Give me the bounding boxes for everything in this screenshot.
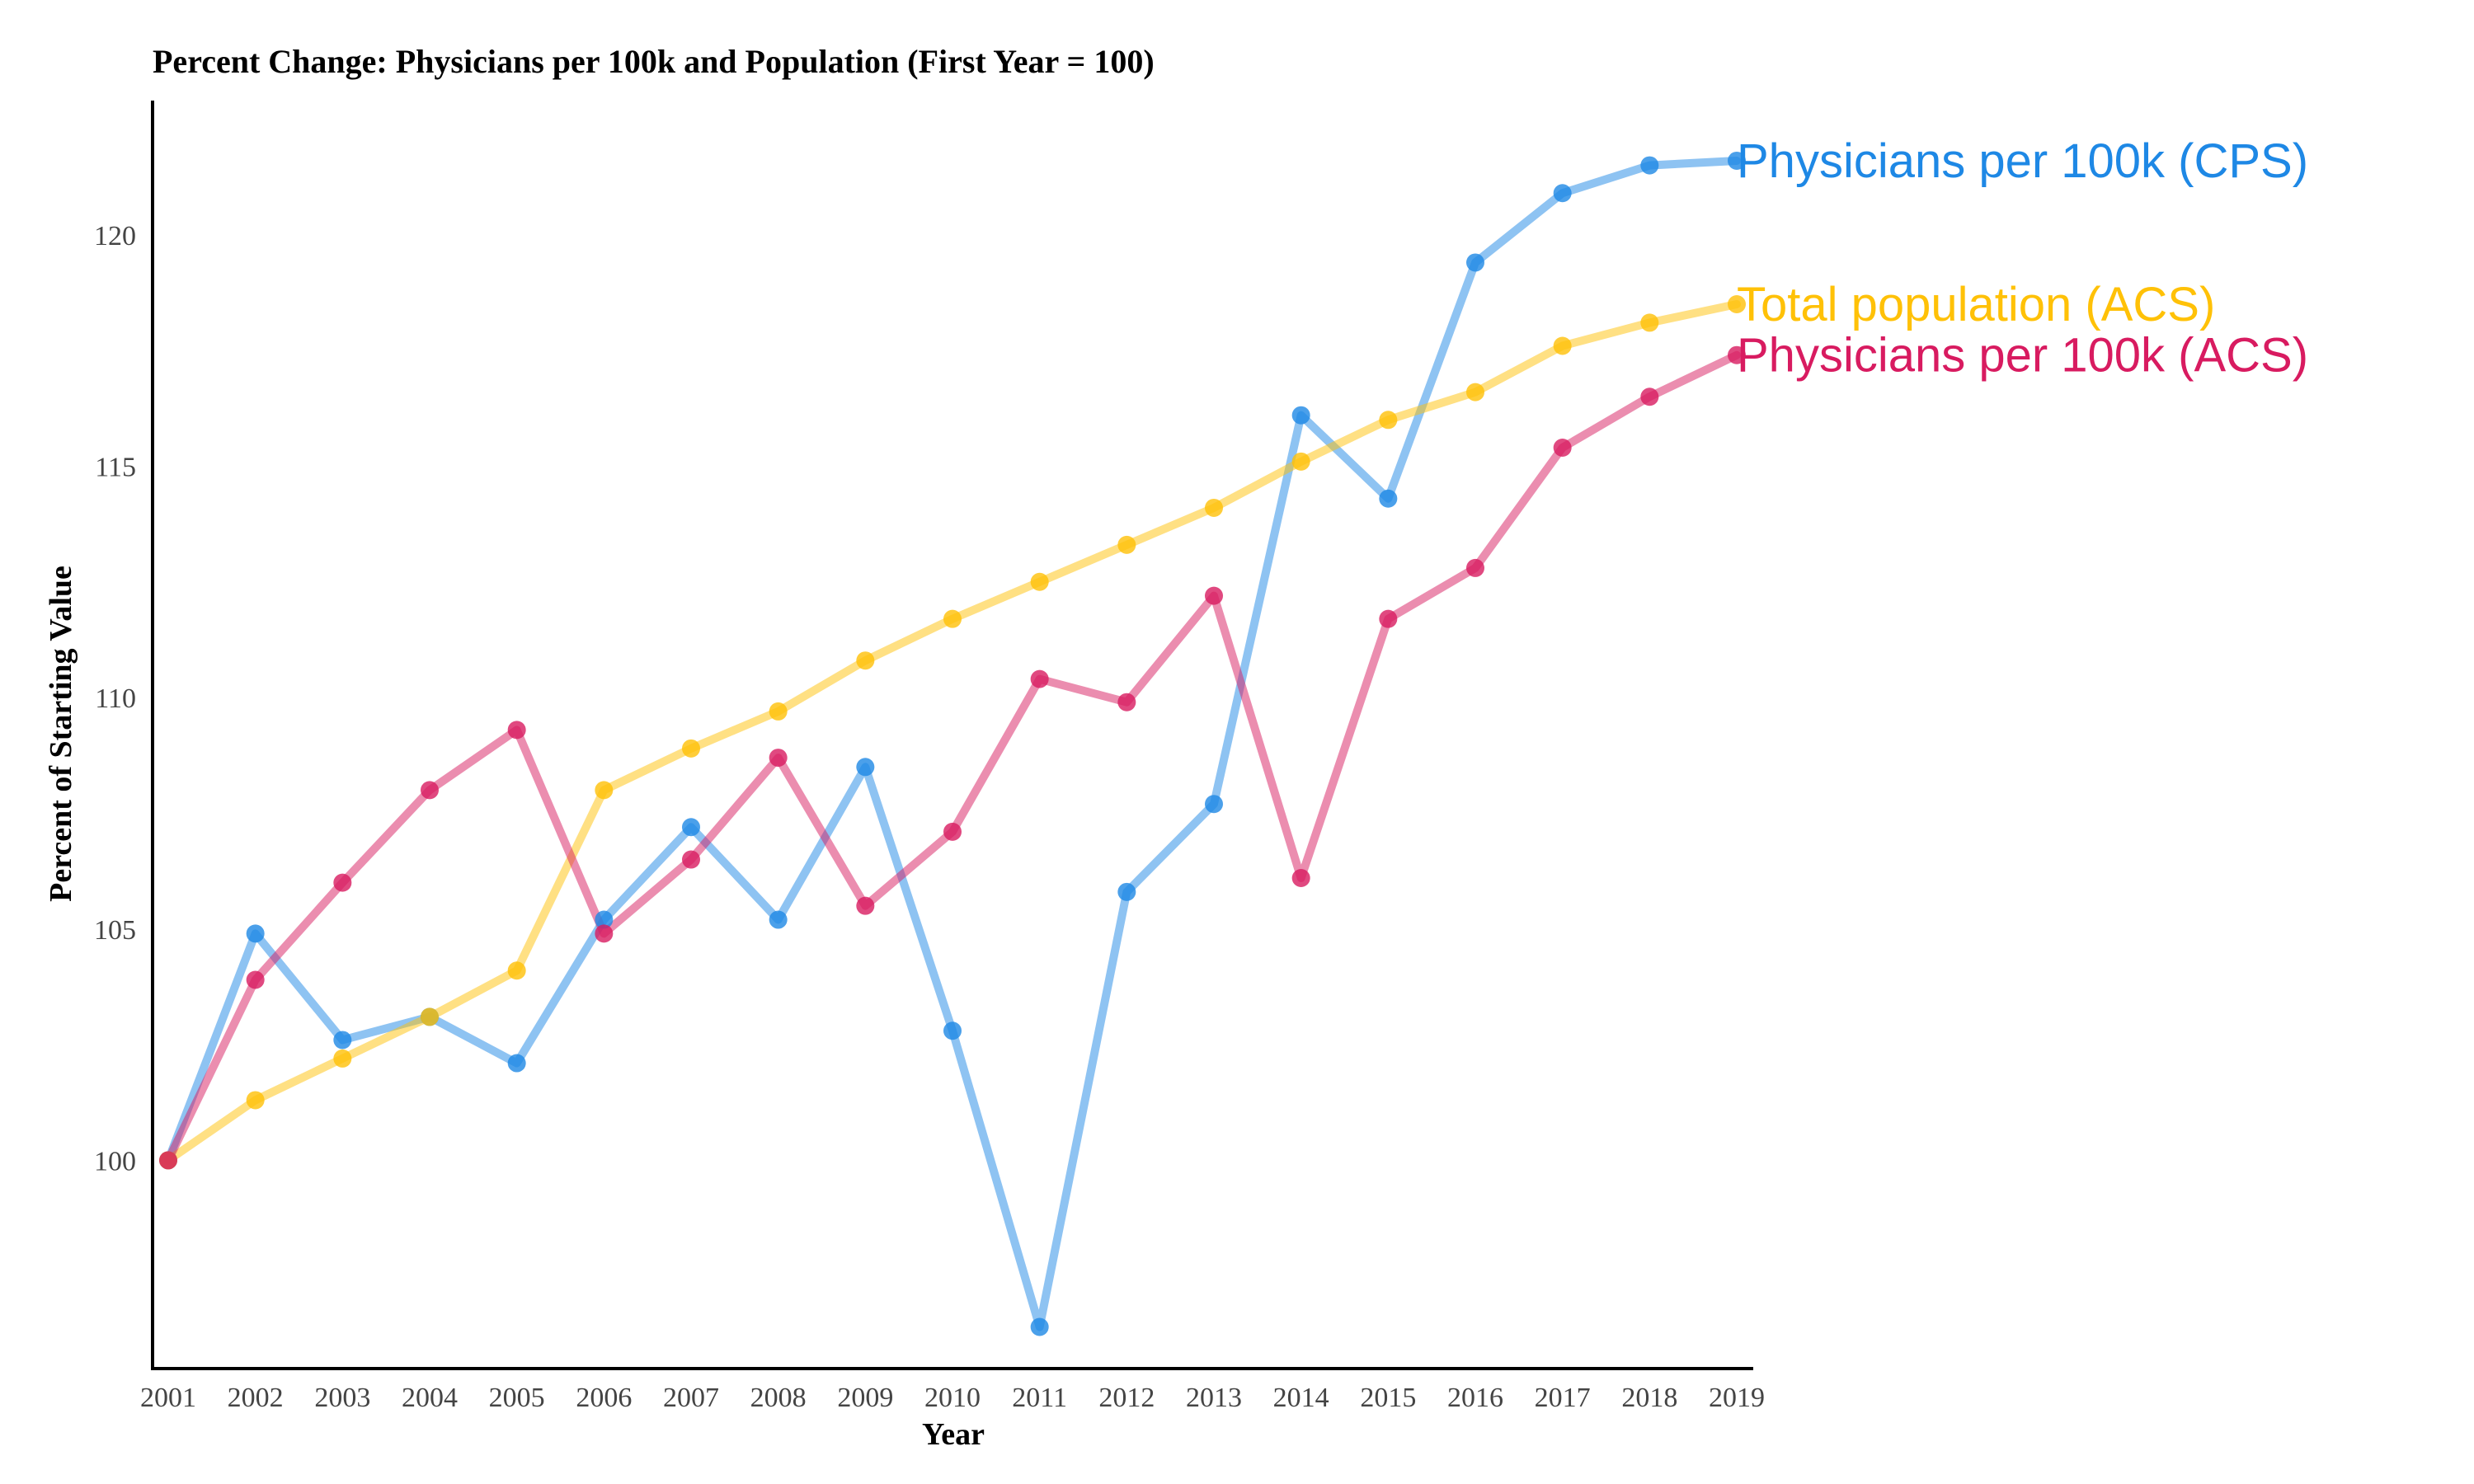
data-point (1728, 294, 1746, 313)
data-point (1466, 383, 1484, 402)
data-point (1553, 438, 1572, 457)
data-point (856, 651, 875, 670)
y-tick-labels: 100 105 110 115 120 (94, 221, 136, 1177)
y-tick-label: 120 (94, 221, 136, 251)
data-point (246, 1091, 265, 1110)
x-tick-label: 2017 (1535, 1383, 1591, 1413)
x-tick-label: 2007 (663, 1383, 719, 1413)
data-point (1030, 572, 1049, 591)
x-tick-label: 2015 (1360, 1383, 1416, 1413)
data-point (856, 758, 875, 777)
x-tick-label: 2013 (1186, 1383, 1242, 1413)
series-label: Physicians per 100k (ACS) (1737, 329, 2308, 383)
data-point (1466, 558, 1484, 577)
x-tick-label: 2006 (576, 1383, 632, 1413)
x-tick-label: 2003 (314, 1383, 370, 1413)
data-point (421, 781, 439, 800)
data-point (1205, 498, 1223, 517)
x-tick-labels: 2001 2002 2003 2004 2005 2006 2007 2008 2009 2010… (140, 1383, 1765, 1413)
data-point (333, 873, 352, 892)
data-point (507, 1054, 526, 1073)
x-tick-label: 2011 (1012, 1383, 1067, 1413)
data-point (246, 970, 265, 989)
data-point (595, 910, 614, 929)
y-tick-label: 115 (95, 452, 136, 482)
data-point (1728, 151, 1746, 170)
data-point (856, 896, 875, 915)
data-point (333, 1031, 352, 1050)
series-line-physicians-per-100k-cps (164, 156, 1741, 1331)
x-tick-label: 2018 (1621, 1383, 1677, 1413)
y-axis-title: Percent of Starting Value (44, 566, 78, 902)
y-tick-label: 105 (94, 915, 136, 946)
x-tick-label: 2014 (1273, 1383, 1329, 1413)
data-point (943, 822, 962, 841)
data-point (769, 910, 788, 929)
data-point (1728, 345, 1746, 364)
data-point (1205, 586, 1223, 605)
data-point (1291, 869, 1310, 888)
data-point (1640, 387, 1659, 406)
x-tick-label: 2012 (1098, 1383, 1155, 1413)
data-point (1030, 1317, 1049, 1336)
data-point (769, 749, 788, 768)
data-point (595, 781, 614, 800)
data-point (507, 961, 526, 980)
data-point (246, 924, 265, 943)
x-axis-title: Year (922, 1417, 985, 1452)
data-point (682, 739, 700, 758)
series-labels: Physicians per 100k (CPS) Total populatio… (1737, 134, 2308, 383)
data-point (1466, 253, 1484, 272)
data-point (1117, 882, 1136, 901)
data-point (159, 1151, 177, 1170)
data-point (421, 1007, 439, 1026)
data-point (595, 924, 614, 943)
data-point (682, 850, 700, 869)
data-point (1379, 411, 1398, 430)
x-tick-label: 2002 (228, 1383, 284, 1413)
x-tick-label: 2019 (1709, 1383, 1765, 1413)
x-tick-label: 2009 (837, 1383, 893, 1413)
series-points (159, 151, 1746, 1336)
y-tick-label: 100 (94, 1146, 136, 1176)
data-point (1640, 313, 1659, 332)
data-point (1030, 669, 1049, 688)
series-label: Physicians per 100k (CPS) (1737, 134, 2308, 188)
data-point (1117, 535, 1136, 554)
x-tick-label: 2016 (1447, 1383, 1503, 1413)
data-point (333, 1049, 352, 1068)
data-point (1291, 452, 1310, 471)
x-tick-label: 2001 (140, 1383, 196, 1413)
x-tick-label: 2008 (750, 1383, 807, 1413)
data-point (943, 609, 962, 628)
data-point (1553, 184, 1572, 203)
data-point (682, 818, 700, 837)
data-point (1640, 156, 1659, 175)
data-point (1291, 406, 1310, 425)
data-point (1379, 489, 1398, 508)
data-point (769, 702, 788, 721)
data-point (1553, 336, 1572, 355)
x-tick-label: 2004 (402, 1383, 458, 1413)
data-point (507, 721, 526, 740)
series-label: Total population (ACS) (1737, 278, 2215, 331)
data-point (943, 1021, 962, 1040)
series-lines (164, 156, 1741, 1331)
chart-title: Percent Change: Physicians per 100k and … (153, 43, 1155, 80)
y-tick-label: 110 (95, 683, 136, 714)
data-point (1379, 609, 1398, 628)
data-point (1117, 693, 1136, 711)
x-tick-label: 2010 (924, 1383, 981, 1413)
data-point (1205, 795, 1223, 814)
x-tick-label: 2005 (489, 1383, 545, 1413)
